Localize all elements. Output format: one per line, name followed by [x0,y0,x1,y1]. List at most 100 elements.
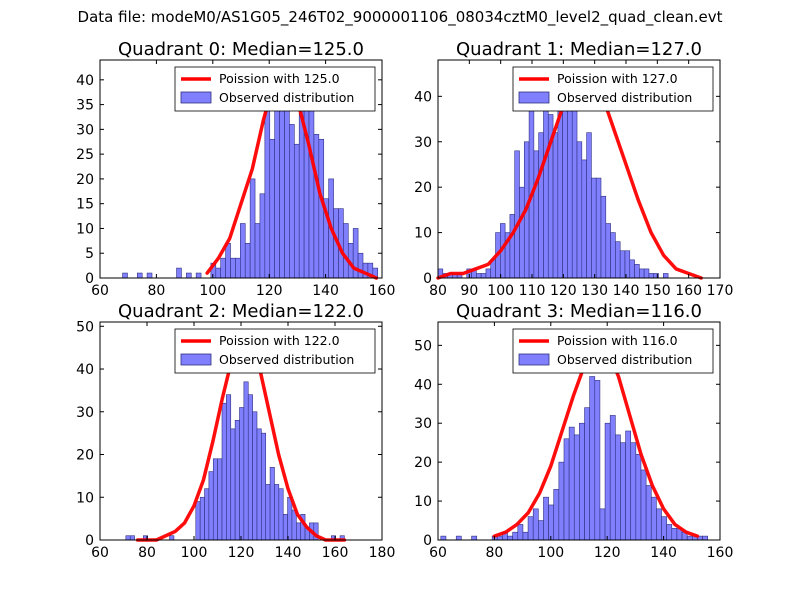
histogram-bar [252,411,258,541]
x-tick-label: 110 [519,283,546,299]
histogram-bar [278,488,284,541]
legend-hist-swatch [518,353,550,366]
histogram-bar [254,223,261,279]
histogram-bar [220,257,226,279]
histogram-bar [256,428,262,541]
histogram-bar [507,535,513,541]
histogram-bar [226,394,232,541]
y-tick-label: 20 [414,455,432,471]
histogram-bar [146,272,153,279]
legend-hist-swatch [180,353,212,366]
x-tick-label: 60 [91,283,109,299]
histogram-bar [269,138,275,279]
y-tick-label: 5 [85,246,94,262]
y-tick-label: 10 [414,226,432,242]
x-tick-label: 120 [228,545,255,561]
y-tick-label: 30 [76,405,94,421]
histogram-bar [656,508,662,541]
y-tick-label: 20 [414,180,432,196]
histogram-bar [269,467,275,541]
histogram-bar [650,496,657,541]
histogram-bar [527,516,534,541]
x-tick-label: 90 [460,283,478,299]
histogram-bar [230,428,236,541]
histogram-bar [563,438,570,541]
legend-box [512,66,714,112]
histogram-bar [589,376,596,541]
histogram-bar [562,96,568,279]
y-tick-label: 20 [76,448,94,464]
histogram-bar [512,531,519,541]
histogram-bar [635,454,642,541]
histogram-bar [619,250,626,279]
legend-hist-swatch [518,91,550,104]
histogram-bar [573,434,580,541]
histogram-bar [517,524,524,541]
y-tick-label: 0 [85,271,94,287]
histogram-bar [274,94,280,279]
histogram-bar [225,243,231,279]
subplot-title: Quadrant 2: Median=122.0 [118,301,364,322]
histogram-bar [629,259,635,279]
legend-curve-label: Poission with 125.0 [219,71,340,86]
y-tick-label: 30 [414,135,432,151]
histogram-bar [289,124,295,279]
x-tick-label: 160 [322,545,349,561]
legend-curve-label: Poission with 116.0 [557,333,678,348]
histogram-bar [645,485,652,541]
histogram-bar [532,508,539,541]
legend-hist-swatch [180,91,212,104]
y-tick-label: 10 [76,490,94,506]
subplot-title: Quadrant 3: Median=116.0 [456,301,702,322]
histogram-bar [609,415,616,541]
histogram-bar [615,434,621,541]
x-tick-label: 170 [707,283,734,299]
figure-title: Data file: modeM0/AS1G05_246T02_90000011… [77,8,723,26]
histogram-bar [296,522,301,541]
histogram-bar [240,223,246,279]
histogram-bar [208,471,214,541]
quadrant-1-chart: 80 90 100 110 120 130 140 150 160 170 0 10 20 30 40 Qua… [414,39,733,299]
x-tick-label: 80 [485,545,503,561]
histogram-bar [548,504,555,541]
x-tick-label: 60 [91,545,109,561]
x-tick-label: 180 [369,545,396,561]
histogram-bar [552,132,559,279]
histogram-bar [568,426,575,541]
y-tick-label: 0 [423,271,432,287]
y-tick-label: 0 [423,533,432,549]
histogram-bar [122,272,128,279]
histogram-bar [595,177,602,279]
histogram-bar [485,268,492,279]
histogram-bar [538,520,544,541]
y-tick-label: 30 [76,122,94,138]
observed-distribution-bars [125,381,345,541]
histogram-bar [671,528,678,541]
legend-box [512,328,714,374]
histogram-bar [581,159,587,279]
histogram-bar [265,484,271,541]
subplot-title: Quadrant 0: Median=125.0 [118,39,364,60]
y-tick-label: 50 [414,338,432,354]
histogram-bar [293,143,300,279]
legend-box [174,66,376,112]
histogram-bar [605,223,611,279]
histogram-bar [648,273,655,279]
y-tick-label: 0 [85,533,94,549]
axes-frame [437,321,721,541]
histogram-bar [274,484,280,541]
quadrant-2-chart: 60 80 100 120 140 160 180 0 10 20 30 40 50 Quadrant 2… [76,301,395,561]
histogram-bar [576,141,583,279]
histogram-bar [129,535,135,541]
histogram-bar [558,461,565,541]
histogram-bar [136,272,143,279]
x-tick-label: 80 [147,283,165,299]
legend: Poission with 122.0 Observed distribution [174,328,376,374]
legend: Poission with 116.0 Observed distribution [512,328,714,374]
histogram-bar [247,394,253,541]
histogram-bar [666,524,673,541]
histogram-bar [514,150,520,279]
histogram-bar [440,535,447,541]
histogram-bar [600,195,607,279]
